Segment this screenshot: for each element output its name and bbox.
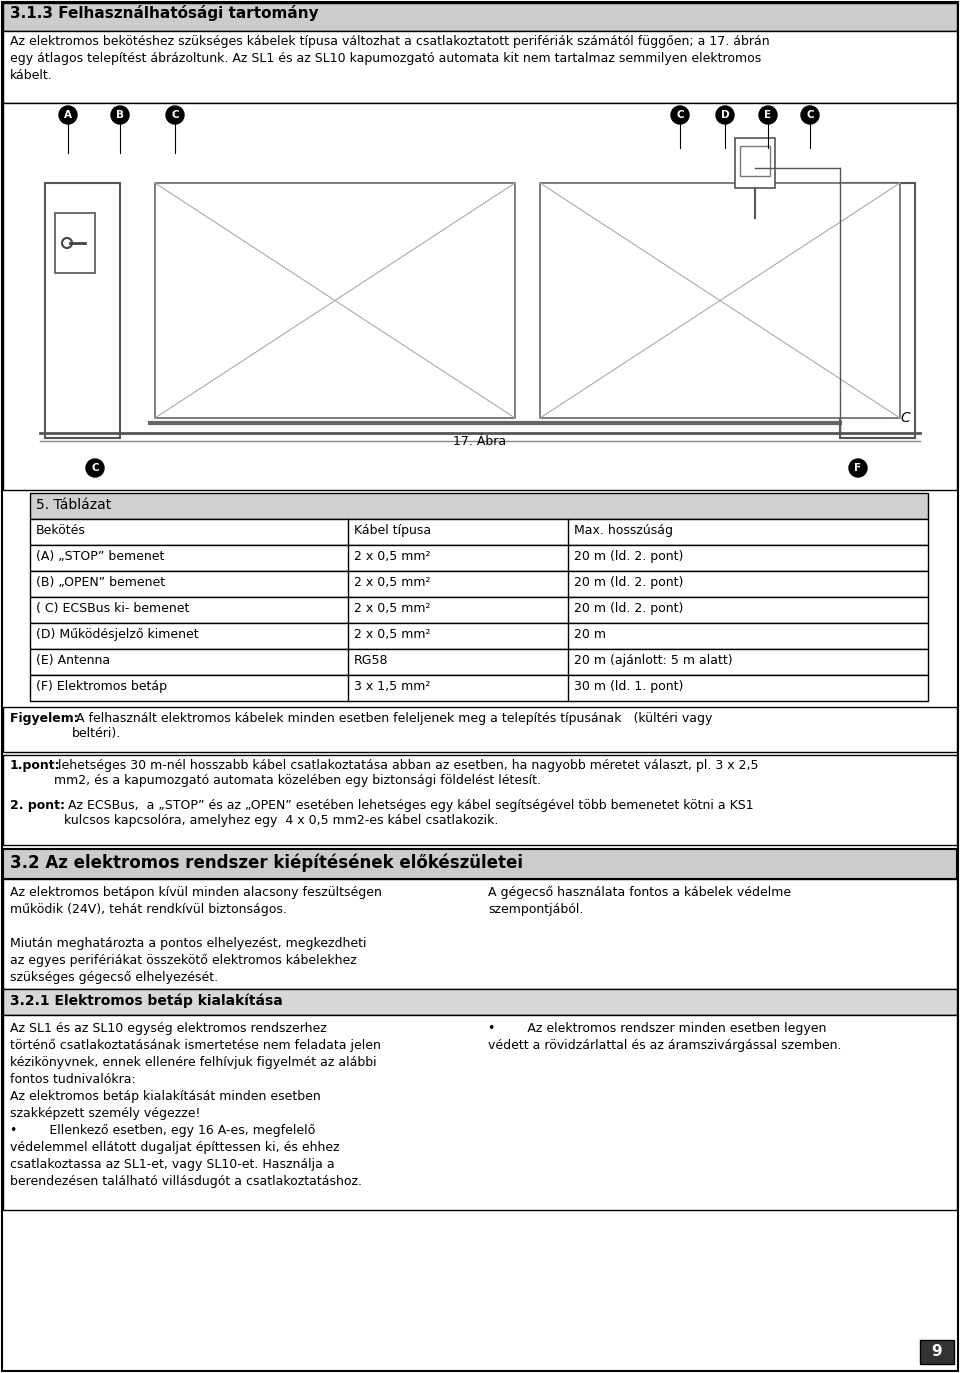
Text: RG58: RG58 xyxy=(354,654,389,667)
Text: 2 x 0,5 mm²: 2 x 0,5 mm² xyxy=(354,601,430,615)
Bar xyxy=(3,1015,957,1210)
Bar xyxy=(55,213,95,273)
Text: C: C xyxy=(676,110,684,119)
Bar xyxy=(30,623,928,649)
Circle shape xyxy=(759,106,777,124)
Bar xyxy=(920,1340,954,1363)
Text: F: F xyxy=(854,463,861,474)
Bar xyxy=(30,649,928,676)
Text: lehetséges 30 m-nél hosszabb kábel csatlakoztatása abban az esetben, ha nagyobb : lehetséges 30 m-nél hosszabb kábel csatl… xyxy=(54,759,758,787)
Text: Az ECSBus,  a „STOP” és az „OPEN” esetében lehetséges egy kábel segítségével töb: Az ECSBus, a „STOP” és az „OPEN” esetébe… xyxy=(64,799,754,827)
Text: 3.1.3 Felhasználhatósági tartomány: 3.1.3 Felhasználhatósági tartomány xyxy=(10,5,319,21)
Text: 20 m (ld. 2. pont): 20 m (ld. 2. pont) xyxy=(574,577,684,589)
Bar xyxy=(3,849,957,879)
Text: 20 m (ld. 2. pont): 20 m (ld. 2. pont) xyxy=(574,551,684,563)
Text: 9: 9 xyxy=(932,1344,943,1359)
Text: 5. Táblázat: 5. Táblázat xyxy=(36,498,111,512)
Text: •        Az elektromos rendszer minden esetben legyen
védett a rövidzárlattal és: • Az elektromos rendszer minden esetben … xyxy=(488,1022,842,1052)
Circle shape xyxy=(849,459,867,476)
Text: 17. Ábra: 17. Ábra xyxy=(453,435,507,448)
Text: A: A xyxy=(64,110,72,119)
Text: 20 m: 20 m xyxy=(574,627,606,641)
Bar xyxy=(3,707,957,752)
Bar xyxy=(30,493,928,519)
Text: 2 x 0,5 mm²: 2 x 0,5 mm² xyxy=(354,627,430,641)
Text: 2 x 0,5 mm²: 2 x 0,5 mm² xyxy=(354,577,430,589)
Text: A felhasznált elektromos kábelek minden esetben feleljenek meg a telepítés típus: A felhasznált elektromos kábelek minden … xyxy=(72,713,712,740)
Text: C: C xyxy=(171,110,179,119)
Text: C: C xyxy=(91,463,99,474)
Bar xyxy=(45,183,120,438)
Bar xyxy=(3,103,957,490)
Bar xyxy=(740,146,770,176)
Circle shape xyxy=(59,106,77,124)
Text: ( C) ECSBus ki- bemenet: ( C) ECSBus ki- bemenet xyxy=(36,601,189,615)
Text: (B) „OPEN” bemenet: (B) „OPEN” bemenet xyxy=(36,577,165,589)
Text: (D) Működésjelző kimenet: (D) Működésjelző kimenet xyxy=(36,627,199,641)
Circle shape xyxy=(801,106,819,124)
Text: (E) Antenna: (E) Antenna xyxy=(36,654,110,667)
Text: 1.pont:: 1.pont: xyxy=(10,759,60,772)
Text: D: D xyxy=(721,110,730,119)
Text: E: E xyxy=(764,110,772,119)
Bar xyxy=(735,139,775,188)
Circle shape xyxy=(111,106,129,124)
Bar xyxy=(3,879,957,989)
Text: C: C xyxy=(900,411,910,426)
Bar xyxy=(3,755,957,844)
Bar xyxy=(30,545,928,571)
Text: A gégecső használata fontos a kábelek védelme
szempontjából.: A gégecső használata fontos a kábelek vé… xyxy=(488,886,791,916)
Text: Bekötés: Bekötés xyxy=(36,524,85,537)
Circle shape xyxy=(166,106,184,124)
Circle shape xyxy=(671,106,689,124)
Text: (A) „STOP” bemenet: (A) „STOP” bemenet xyxy=(36,551,164,563)
Text: Kábel típusa: Kábel típusa xyxy=(354,524,431,537)
Text: Az SL1 és az SL10 egység elektromos rendszerhez
történő csatlakoztatásának ismer: Az SL1 és az SL10 egység elektromos rend… xyxy=(10,1022,381,1189)
Bar xyxy=(30,676,928,702)
Bar xyxy=(3,3,957,32)
Bar xyxy=(155,183,515,417)
Circle shape xyxy=(716,106,734,124)
Bar xyxy=(30,571,928,597)
Text: Max. hosszúság: Max. hosszúság xyxy=(574,524,673,537)
Bar xyxy=(3,32,957,103)
Text: Figyelem:: Figyelem: xyxy=(10,713,84,725)
Text: C: C xyxy=(806,110,814,119)
Text: 2 x 0,5 mm²: 2 x 0,5 mm² xyxy=(354,551,430,563)
Text: Az elektromos betápon kívül minden alacsony feszültségen
működik (24V), tehát re: Az elektromos betápon kívül minden alacs… xyxy=(10,886,382,984)
Text: (F) Elektromos betáp: (F) Elektromos betáp xyxy=(36,680,167,693)
Text: 2. pont:: 2. pont: xyxy=(10,799,65,811)
Bar xyxy=(30,519,928,545)
Text: 30 m (ld. 1. pont): 30 m (ld. 1. pont) xyxy=(574,680,684,693)
Text: 20 m (ld. 2. pont): 20 m (ld. 2. pont) xyxy=(574,601,684,615)
Bar xyxy=(30,597,928,623)
Circle shape xyxy=(86,459,104,476)
Bar xyxy=(3,989,957,1015)
Bar xyxy=(540,183,900,417)
Text: Az elektromos bekötéshez szükséges kábelek típusa változhat a csatlakoztatott pe: Az elektromos bekötéshez szükséges kábel… xyxy=(10,34,770,82)
Bar xyxy=(840,183,915,438)
Text: 20 m (ajánlott: 5 m alatt): 20 m (ajánlott: 5 m alatt) xyxy=(574,654,732,667)
Text: 3 x 1,5 mm²: 3 x 1,5 mm² xyxy=(354,680,430,693)
Text: B: B xyxy=(116,110,124,119)
Text: 3.2.1 Elektromos betáp kialakítása: 3.2.1 Elektromos betáp kialakítása xyxy=(10,994,283,1009)
Text: 3.2 Az elektromos rendszer kiépítésének előkészületei: 3.2 Az elektromos rendszer kiépítésének … xyxy=(10,854,523,872)
